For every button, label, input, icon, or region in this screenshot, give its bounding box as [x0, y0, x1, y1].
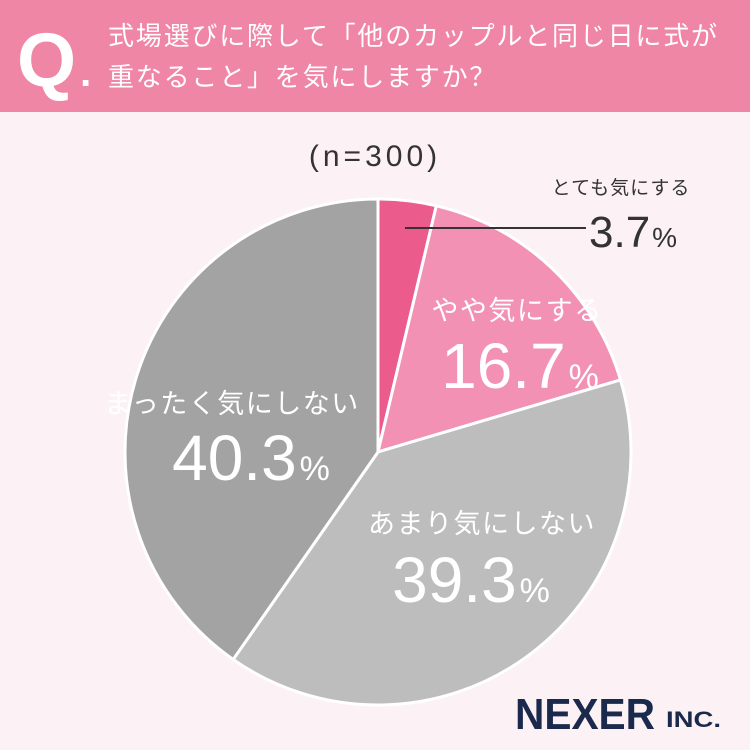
logo-name: NEXER: [515, 690, 655, 739]
slice-value-number: 39.3: [392, 544, 517, 616]
question-text: 式場選びに際して「他のカップルと同じ日に式が 重なること」を気にしますか？: [108, 17, 719, 99]
percent-sign: %: [520, 572, 550, 610]
q-dot: .: [80, 51, 92, 95]
logo-suffix: INC.: [666, 707, 721, 732]
slice-value-number: 3.7: [589, 208, 650, 257]
q-letter: Q: [17, 18, 77, 103]
question-banner: Q. 式場選びに際して「他のカップルと同じ日に式が 重なること」を気にしますか？: [0, 0, 750, 112]
nexer-logo: NEXER INC.: [515, 690, 721, 739]
question-line-2: 重なること」を気にしますか？: [108, 63, 498, 93]
slice-value-number: 16.7: [441, 330, 566, 402]
slice-value-yaya: 16.7%: [441, 330, 599, 402]
slice-value-number: 40.3: [172, 422, 297, 494]
slice-label-yaya: やや気にする: [431, 296, 602, 327]
percent-sign: %: [652, 222, 677, 253]
percent-sign: %: [569, 358, 599, 396]
sample-size: (n=300): [309, 140, 441, 173]
q-mark: Q.: [17, 23, 91, 99]
percent-sign: %: [300, 450, 330, 488]
slice-value-totemo: 3.7%: [589, 208, 677, 257]
slice-label-amari: あまり気にしない: [368, 509, 596, 540]
slice-value-amari: 39.3%: [392, 544, 550, 616]
slice-label-mattaku: まったく気にしない: [104, 389, 359, 420]
question-line-1: 式場選びに際して「他のカップルと同じ日に式が: [108, 22, 719, 52]
slice-label-totemo: とても気にする: [552, 177, 691, 199]
pie-slice-mattaku: [123, 197, 380, 661]
pie-slice-amari: [231, 378, 633, 707]
slice-value-mattaku: 40.3%: [172, 422, 330, 494]
pie-slice-yaya: [376, 204, 623, 454]
pie-slices: [123, 197, 633, 707]
